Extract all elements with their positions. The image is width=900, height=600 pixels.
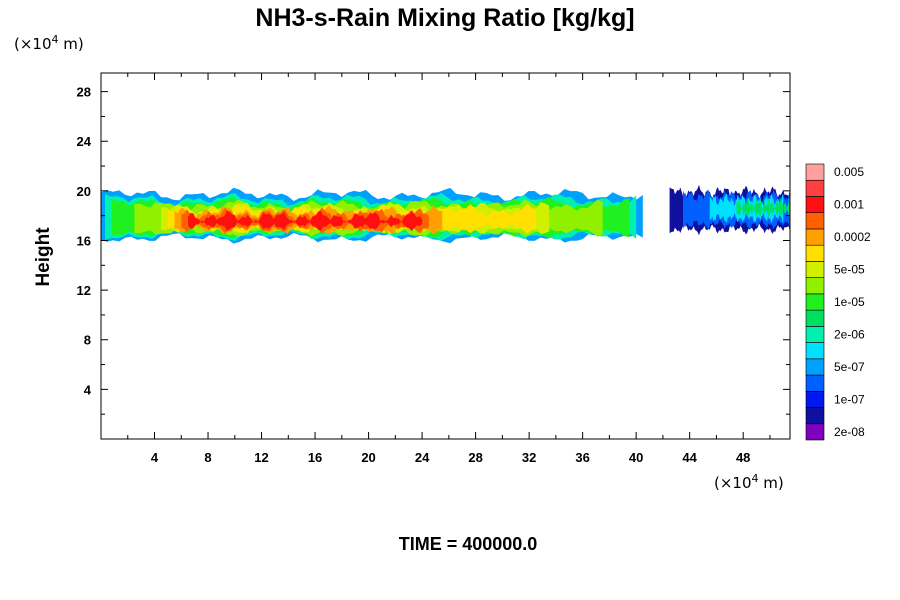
- y-tick-label: 8: [84, 333, 91, 348]
- time-label: TIME = 400000.0: [399, 534, 538, 554]
- colorbar-swatch: [805, 212, 825, 230]
- colorbar-swatch: [805, 358, 825, 376]
- y-tick-label: 20: [77, 184, 91, 199]
- colorbar-label: 5e-07: [834, 360, 865, 374]
- x-axis-units: (×104 m): [714, 472, 784, 492]
- y-tick-label: 12: [77, 283, 91, 298]
- plot-frame: [100, 72, 791, 440]
- x-tick-label: 20: [361, 450, 375, 465]
- y-axis-units: (×104 m): [14, 33, 84, 53]
- colorbar-label: 5e-05: [834, 263, 865, 277]
- y-axis-label: Height: [33, 227, 54, 287]
- contour-band: [188, 210, 423, 232]
- x-tick-label: 8: [204, 450, 211, 465]
- x-tick-label: 28: [468, 450, 482, 465]
- colorbar-label: 0.0002: [834, 230, 871, 244]
- colorbar-swatch: [805, 179, 825, 197]
- colorbar-swatch: [805, 163, 825, 181]
- x-tick-label: 16: [308, 450, 322, 465]
- y-tick-label: 16: [77, 233, 91, 248]
- x-axis: 4 8 12 16 20 24 28 32 36 40 44 48: [127, 73, 771, 465]
- colorbar-swatch: [805, 228, 825, 246]
- colorbar-swatch: [805, 407, 825, 425]
- colorbar-label: 2e-06: [834, 327, 865, 341]
- cloud-field: [101, 184, 790, 244]
- x-tick-label: 44: [682, 450, 697, 465]
- x-tick-label: 32: [522, 450, 536, 465]
- colorbar-label: 0.001: [834, 198, 864, 212]
- colorbar-label: 1e-05: [834, 295, 865, 309]
- colorbar-label: 0.005: [834, 165, 864, 179]
- x-tick-label: 40: [629, 450, 643, 465]
- colorbar-swatch: [805, 390, 825, 408]
- contour-band: [736, 196, 790, 219]
- colorbar-swatch: [805, 342, 825, 360]
- colorbar-label: 1e-07: [834, 392, 865, 406]
- colorbar-swatch: [805, 196, 825, 214]
- colorbar-swatch: [805, 277, 825, 295]
- colorbar-swatch: [805, 309, 825, 327]
- colorbar-swatch: [805, 374, 825, 392]
- chart-title: NH3-s-Rain Mixing Ratio [kg/kg]: [255, 4, 634, 32]
- y-tick-label: 28: [77, 85, 91, 100]
- y-axis: 4 8 12 16 20 24 28: [77, 85, 790, 415]
- y-tick-label: 4: [84, 382, 92, 397]
- colorbar-swatch: [805, 261, 825, 278]
- colorbar-swatch: [805, 293, 825, 311]
- colorbar-swatch: [805, 423, 825, 441]
- x-tick-label: 12: [254, 450, 268, 465]
- colorbar-label: 2e-08: [834, 425, 865, 439]
- colorbar-swatch: [805, 244, 825, 262]
- x-tick-label: 48: [736, 450, 750, 465]
- x-tick-label: 4: [151, 450, 159, 465]
- x-tick-label: 36: [575, 450, 589, 465]
- colorbar-swatch: [805, 326, 825, 343]
- y-tick-label: 24: [77, 134, 92, 149]
- colorbar: 2e-08 1e-07 5e-07 2e-06 1e-05 5e-05 0.0002 0.00…: [805, 163, 871, 441]
- x-tick-label: 24: [415, 450, 430, 465]
